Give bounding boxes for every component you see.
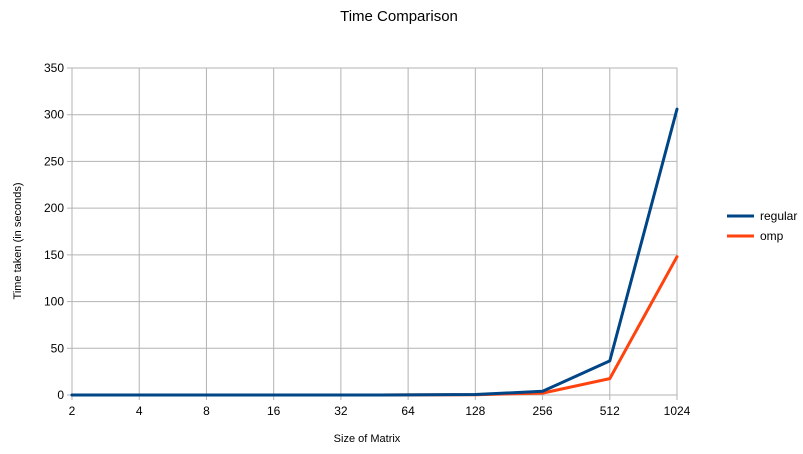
y-tick-label: 150 [44,248,64,262]
y-tick-label: 300 [44,108,64,122]
series-lines [70,107,679,397]
y-tick-label: 50 [51,341,65,355]
y-tick-label: 350 [44,61,64,75]
gridlines [71,67,678,396]
legend-label-omp: omp [760,229,784,243]
x-tick-label: 4 [136,404,143,418]
x-tick-label: 32 [334,404,348,418]
x-tick-label: 2 [69,404,76,418]
series-line-omp [70,255,679,397]
y-tick-label: 100 [44,295,64,309]
x-tick-label: 1024 [664,404,691,418]
legend: regular omp [727,209,797,243]
axis-ticks: 0 50 100 150 200 250 300 350 2 4 8 16 32 64 128 256 512 1… [44,61,691,418]
y-tick-label: 200 [44,201,64,215]
legend-label-regular: regular [760,209,797,223]
x-tick-label: 16 [267,404,281,418]
x-tick-label: 256 [533,404,553,418]
series-line-regular [70,107,679,397]
x-tick-label: 8 [203,404,210,418]
y-tick-label: 250 [44,154,64,168]
x-axis-title: Size of Matrix [334,433,401,445]
x-tick-label: 64 [401,404,415,418]
x-tick-label: 512 [600,404,620,418]
chart-title: Time Comparison [340,8,458,25]
y-axis-title: Time taken (in seconds) [12,183,24,300]
y-tick-label: 0 [57,388,64,402]
x-tick-label: 128 [465,404,485,418]
